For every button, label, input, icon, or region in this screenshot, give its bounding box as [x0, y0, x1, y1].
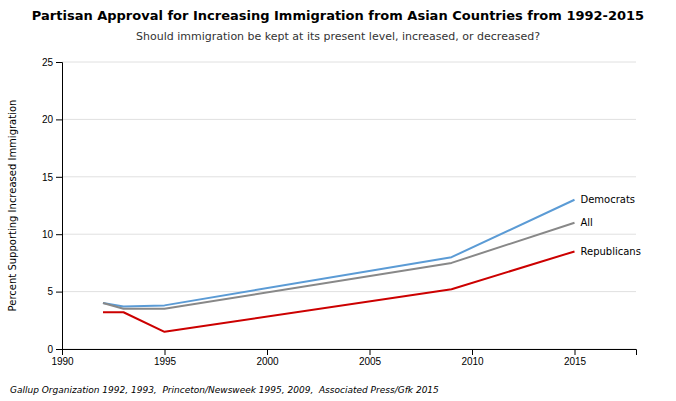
- tick: 25: [42, 57, 62, 68]
- tick-label: 2015: [564, 356, 587, 367]
- tick-mark: [267, 349, 268, 355]
- tick: 2005: [359, 349, 382, 367]
- tick-label: 20: [42, 114, 54, 125]
- grid-line: [62, 291, 636, 292]
- tick-mark: [370, 349, 371, 355]
- tick: 1990: [51, 349, 74, 367]
- subtitle: Should immigration be kept at its presen…: [136, 30, 540, 43]
- tick-label: 15: [42, 172, 54, 183]
- tick-label: 0: [47, 344, 53, 355]
- tick: 15: [42, 172, 62, 183]
- tick: 0: [47, 344, 62, 355]
- tick-label: 2005: [359, 356, 382, 367]
- line-labels: Democrats All Republicans: [581, 194, 641, 257]
- tick-label: 1990: [51, 356, 74, 367]
- tick: 2015: [564, 349, 587, 367]
- grid: [62, 62, 636, 349]
- tick: 20: [42, 114, 62, 125]
- tick-mark: [56, 292, 62, 293]
- line-label: All: [581, 217, 593, 228]
- tick: 2010: [461, 349, 484, 367]
- line-label: Republicans: [581, 246, 641, 257]
- chart: Partisan Approval for Increasing Immigra…: [0, 0, 676, 401]
- footnote: Gallup Organization 1992, 1993, Princeto…: [10, 385, 439, 395]
- line-label: Democrats: [581, 194, 636, 205]
- axis-domain: [63, 350, 637, 356]
- grid-line: [62, 119, 636, 120]
- tick-label: 2000: [256, 356, 279, 367]
- y-axis-label: Percent Supporting Increased Immigration: [7, 100, 18, 312]
- tick: 5: [47, 286, 62, 297]
- grid-line: [62, 62, 636, 63]
- line: [103, 223, 575, 309]
- tick-label: 10: [42, 229, 54, 240]
- tick-label: 1995: [154, 356, 177, 367]
- axis-domain: [56, 63, 63, 350]
- tick-label: 5: [47, 286, 53, 297]
- title: Partisan Approval for Increasing Immigra…: [32, 8, 644, 23]
- tick: 10: [42, 229, 62, 240]
- tick: 1995: [154, 349, 177, 367]
- tick-label: 2010: [461, 356, 484, 367]
- plot: 1990 1995 2000 2005 2010 2015 0 5 10 15 20 25 Democr…: [42, 57, 641, 367]
- tick-mark: [165, 349, 166, 355]
- x-axis: 1990 1995 2000 2005 2010 2015: [51, 349, 636, 367]
- line: [103, 251, 575, 331]
- grid-line: [62, 234, 636, 235]
- line: [103, 200, 575, 307]
- tick-mark: [56, 177, 62, 178]
- tick-mark: [56, 119, 62, 120]
- y-axis: 0 5 10 15 20 25: [42, 57, 63, 355]
- tick-mark: [56, 349, 62, 350]
- tick-mark: [56, 234, 62, 235]
- lines: [103, 200, 575, 332]
- tick-label: 25: [42, 57, 54, 68]
- tick-mark: [472, 349, 473, 355]
- grid-line: [62, 176, 636, 177]
- tick: 2000: [256, 349, 279, 367]
- tick-mark: [575, 349, 576, 355]
- tick-mark: [56, 62, 62, 63]
